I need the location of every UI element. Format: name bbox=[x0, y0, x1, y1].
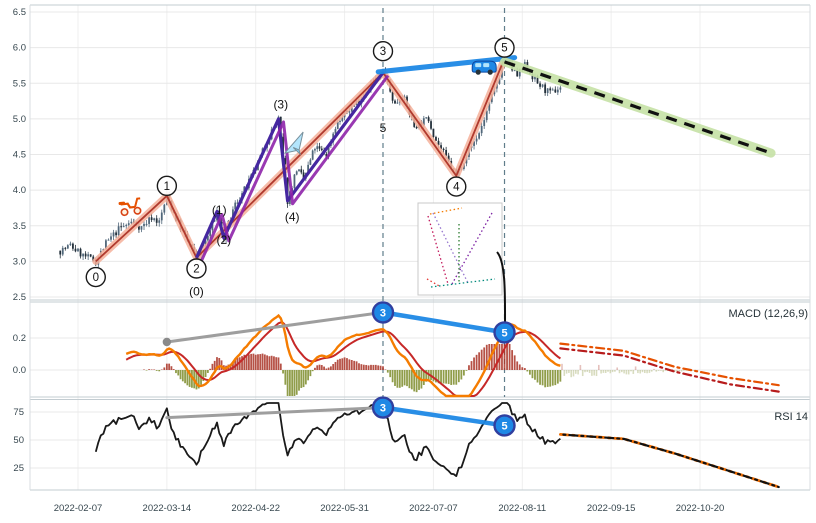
van-icon[interactable] bbox=[471, 60, 497, 75]
svg-text:(4): (4) bbox=[285, 210, 300, 224]
forecast-line[interactable] bbox=[500, 57, 776, 158]
macd-divergence-line[interactable] bbox=[380, 310, 507, 335]
wave-marker-3[interactable]: 3 bbox=[372, 40, 394, 62]
macd-line bbox=[125, 313, 561, 398]
price-axis-tick-label: 5.5 bbox=[13, 78, 26, 89]
wave-marker-0[interactable]: 0 bbox=[85, 266, 106, 288]
wave-marker-2[interactable]: 2 bbox=[186, 258, 207, 279]
macd-axis-tick-label: 0.0 bbox=[13, 365, 26, 376]
pattern-inset-thumbnail[interactable] bbox=[417, 202, 507, 328]
macd-projection-1[interactable] bbox=[559, 342, 780, 387]
subwave-label-5[interactable]: 5 bbox=[380, 121, 387, 135]
svg-text:1: 1 bbox=[164, 181, 170, 193]
price-axis-tick-label: 4.5 bbox=[13, 150, 26, 161]
x-axis-tick-label: 2022-02-07 bbox=[54, 503, 103, 514]
svg-text:5: 5 bbox=[501, 420, 507, 432]
svg-text:4: 4 bbox=[453, 182, 460, 194]
x-axis-tick-label: 2022-08-11 bbox=[498, 503, 546, 514]
price-axis-tick-label: 3.0 bbox=[13, 256, 26, 267]
macd-axis-tick-label: 0.2 bbox=[13, 333, 26, 344]
rsi-panel-label: RSI 14 bbox=[774, 411, 808, 423]
grid: 2022-02-07 2022-03-14 2022-04-22 2022-05-31… bbox=[13, 4, 811, 514]
rsi-line bbox=[93, 400, 562, 479]
price-axis-tick-label: 6.5 bbox=[13, 7, 26, 18]
wave-marker-1[interactable]: 1 bbox=[156, 175, 178, 197]
rsi-gray-trendline[interactable] bbox=[165, 406, 385, 420]
inset-connector-line bbox=[496, 251, 507, 328]
rsi-axis-tick-label: 75 bbox=[13, 407, 24, 418]
subwave-label-3[interactable]: (3) bbox=[273, 98, 288, 112]
x-axis-tick-label: 2022-10-20 bbox=[676, 503, 725, 514]
svg-text:(2): (2) bbox=[216, 233, 231, 247]
rsi-projection[interactable] bbox=[559, 432, 781, 489]
rsi-divergence[interactable] bbox=[380, 405, 507, 428]
x-axis-tick-label: 2022-05-31 bbox=[320, 503, 369, 514]
macd-marker-3[interactable]: 3 bbox=[371, 301, 395, 324]
svg-text:(1): (1) bbox=[212, 203, 227, 217]
subwave-label-0[interactable]: (0) bbox=[189, 284, 204, 298]
rsi-divergence-line[interactable] bbox=[380, 405, 507, 428]
x-axis-tick-label: 2022-04-22 bbox=[231, 503, 280, 514]
subwave-path[interactable] bbox=[195, 71, 390, 262]
subwave-label-4[interactable]: (4) bbox=[285, 210, 300, 224]
x-axis-tick-label: 2022-09-15 bbox=[587, 503, 636, 514]
svg-text:5: 5 bbox=[501, 327, 507, 339]
x-axis-tick-label: 2022-07-07 bbox=[409, 503, 458, 514]
svg-text:(0): (0) bbox=[189, 284, 204, 298]
x-axis-tick-label: 2022-03-14 bbox=[143, 503, 192, 514]
price-axis-tick-label: 6.0 bbox=[13, 43, 26, 54]
macd-marker-5[interactable]: 5 bbox=[493, 321, 516, 344]
svg-text:0: 0 bbox=[93, 272, 99, 284]
macd-divergence[interactable] bbox=[380, 310, 507, 335]
price-axis-tick-label: 2.5 bbox=[13, 292, 26, 303]
svg-text:2: 2 bbox=[193, 264, 199, 276]
macd-projection-2[interactable] bbox=[559, 347, 780, 393]
svg-text:5: 5 bbox=[380, 121, 387, 135]
svg-text:5: 5 bbox=[501, 43, 507, 55]
trendline-3-5-price[interactable] bbox=[375, 55, 518, 75]
svg-text:3: 3 bbox=[380, 403, 386, 415]
macd-panel-label: MACD (12,26,9) bbox=[728, 308, 808, 320]
scooter-icon[interactable] bbox=[118, 197, 142, 217]
price-axis-tick-label: 4.0 bbox=[13, 185, 26, 196]
airplane-icon[interactable] bbox=[280, 131, 311, 160]
subwave-label-1[interactable]: (1) bbox=[212, 203, 227, 217]
svg-text:(3): (3) bbox=[273, 98, 288, 112]
macd-lines bbox=[125, 313, 780, 398]
price-axis-tick-label: 5.0 bbox=[13, 114, 26, 125]
svg-text:3: 3 bbox=[380, 46, 386, 58]
macd-signal-line bbox=[125, 321, 561, 397]
wave-marker-5[interactable]: 5 bbox=[494, 37, 515, 58]
price-axis-tick-label: 3.5 bbox=[13, 221, 26, 232]
rsi-axis-tick-label: 50 bbox=[13, 435, 24, 446]
macd-gray-trendline[interactable] bbox=[162, 310, 385, 347]
svg-text:3: 3 bbox=[380, 307, 386, 319]
subwave-label-2[interactable]: (2) bbox=[216, 233, 231, 247]
rsi-marker-3[interactable]: 3 bbox=[371, 396, 395, 419]
rsi-axis-tick-label: 25 bbox=[13, 463, 24, 474]
rsi-marker-5[interactable]: 5 bbox=[493, 414, 516, 437]
wave-marker-4[interactable]: 4 bbox=[446, 176, 467, 197]
